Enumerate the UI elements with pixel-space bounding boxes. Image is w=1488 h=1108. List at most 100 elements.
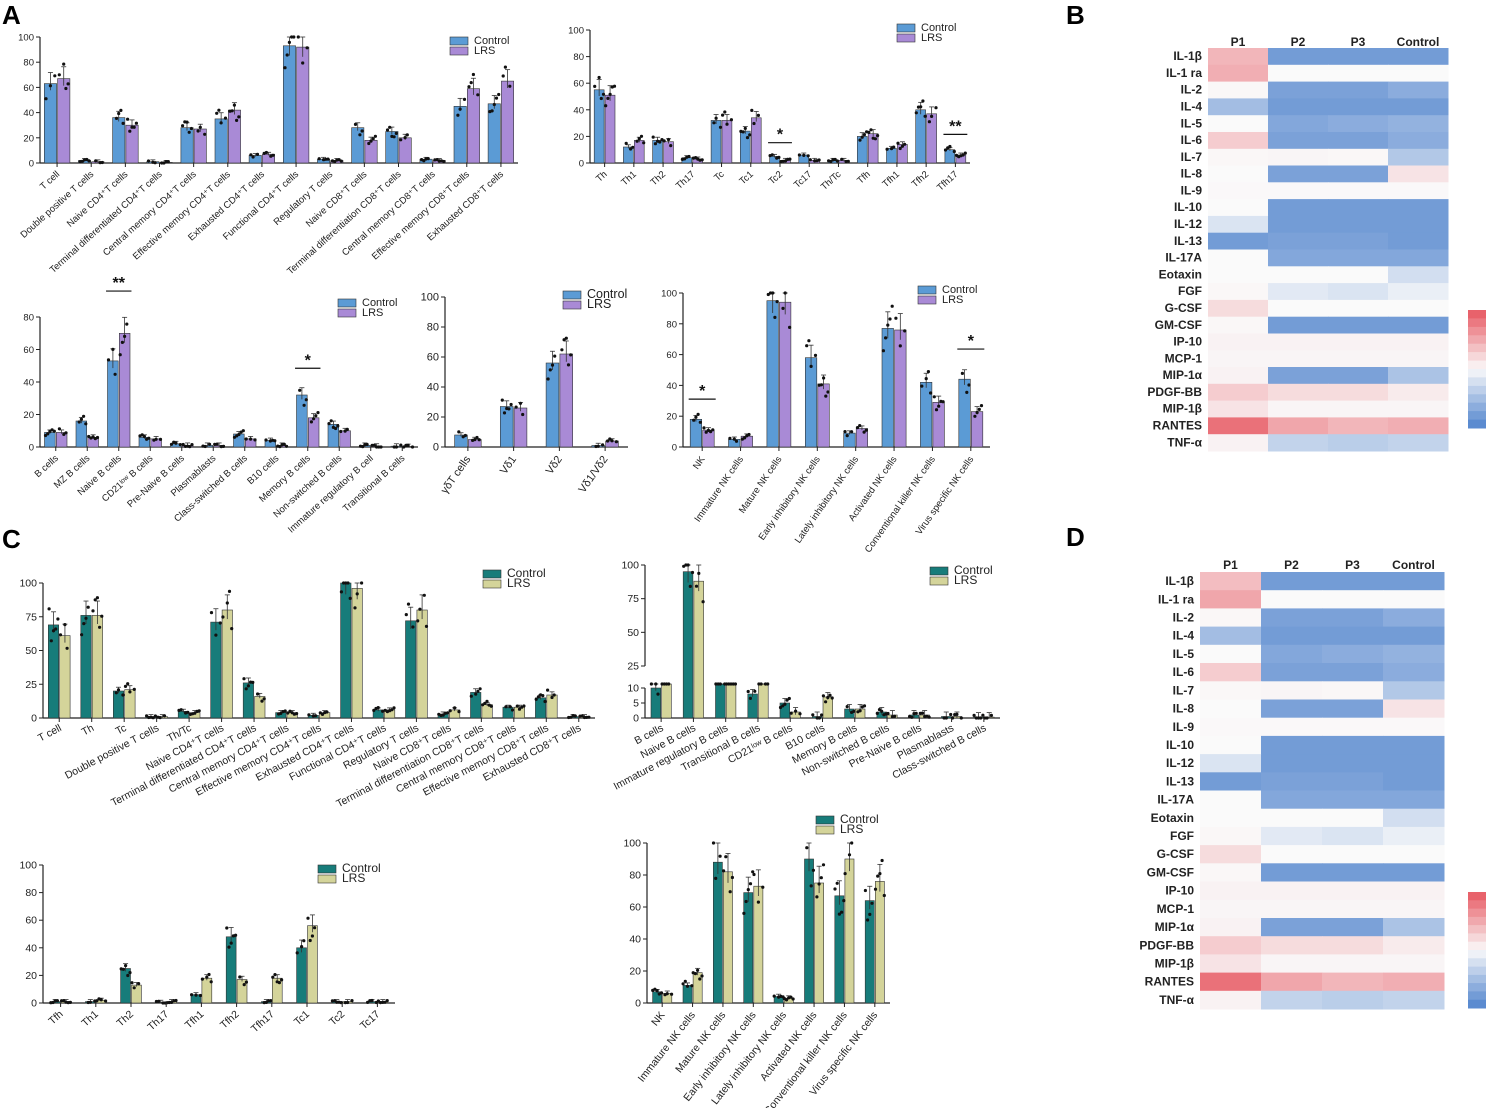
heatmap-legend-step	[1468, 941, 1486, 951]
legend-swatch-lrs	[917, 295, 937, 305]
heatmap-cell	[1322, 826, 1384, 846]
data-point	[114, 691, 118, 695]
data-point	[121, 121, 125, 125]
legend-swatch-control	[896, 23, 916, 33]
data-point	[821, 863, 826, 867]
data-point	[208, 442, 212, 446]
data-point	[806, 154, 810, 158]
legend-label-control: Control	[954, 563, 993, 577]
data-point	[262, 697, 266, 701]
data-point	[379, 1001, 383, 1005]
data-point	[244, 437, 248, 441]
heatmap-cell	[1383, 626, 1445, 646]
heatmap-row-label: IL-7	[1173, 683, 1195, 697]
data-point	[663, 993, 667, 997]
data-point	[601, 92, 606, 96]
data-point	[781, 704, 785, 708]
data-point	[536, 695, 541, 699]
data-point	[880, 709, 884, 713]
bar-control	[743, 892, 754, 1004]
data-point	[944, 716, 948, 720]
data-point	[304, 398, 308, 402]
heatmap-cell	[1268, 132, 1329, 150]
data-point	[385, 999, 389, 1003]
y-tick-label: 20	[427, 412, 439, 424]
data-point	[824, 394, 828, 398]
heatmap-cell	[1388, 215, 1449, 234]
data-point	[404, 443, 408, 448]
data-point	[786, 157, 790, 161]
y-tick-label: 40	[573, 105, 584, 116]
data-point	[307, 713, 311, 717]
data-point	[262, 151, 266, 155]
data-point	[725, 122, 729, 126]
data-point	[903, 142, 907, 146]
data-point	[656, 692, 660, 696]
bar-control	[47, 624, 59, 719]
data-point	[292, 712, 296, 716]
data-point	[953, 713, 957, 717]
heatmap-row-label: IL-9	[1173, 720, 1195, 734]
data-point	[606, 439, 610, 443]
data-point	[478, 687, 482, 691]
heatmap-cell	[1200, 954, 1262, 974]
data-point	[985, 716, 989, 720]
legend-label-control: Control	[942, 284, 977, 296]
data-point	[424, 157, 428, 161]
data-point	[235, 118, 239, 122]
heatmap-row-label: IL-9	[1181, 183, 1203, 197]
data-point	[128, 129, 132, 133]
data-point	[366, 1000, 370, 1005]
data-point	[215, 111, 219, 115]
heatmap-row-label: TNF-α	[1159, 993, 1194, 1007]
data-point	[410, 445, 415, 449]
data-point	[766, 682, 770, 686]
heatmap-cell	[1261, 826, 1323, 846]
heatmap-cell	[1200, 754, 1262, 773]
heatmap-cell	[1261, 954, 1323, 974]
data-point	[670, 992, 674, 996]
heatmap-cell	[1388, 417, 1449, 435]
data-point	[196, 129, 200, 133]
data-point	[320, 712, 325, 717]
data-point	[358, 133, 362, 137]
heatmap-cell	[1261, 790, 1323, 810]
data-point	[316, 411, 320, 415]
heatmap-cell	[1388, 316, 1449, 334]
data-point	[712, 121, 716, 125]
data-point	[920, 384, 924, 388]
bar-lrs	[125, 124, 139, 164]
data-point	[517, 707, 522, 711]
axis-break	[639, 681, 1000, 687]
bar-control	[715, 683, 726, 719]
data-point	[339, 429, 343, 434]
y-tick-label: 25	[25, 679, 37, 691]
heatmap-cell	[1328, 165, 1389, 183]
bar-control	[499, 406, 514, 448]
data-point	[264, 438, 268, 442]
heatmap-cell	[1388, 350, 1449, 368]
bar-lrs	[750, 117, 762, 164]
legend-label-control: Control	[921, 22, 956, 34]
data-point	[509, 402, 513, 407]
bar-control	[886, 148, 897, 164]
data-point	[280, 978, 284, 982]
data-point	[685, 984, 690, 988]
bar-control	[80, 615, 92, 719]
data-point	[569, 353, 573, 357]
bar-lrs	[702, 429, 715, 448]
data-point	[752, 872, 756, 877]
data-point	[863, 888, 868, 893]
data-point	[714, 682, 718, 686]
data-point	[132, 125, 136, 129]
data-point	[330, 159, 335, 163]
data-point	[949, 712, 953, 717]
significance-label: *	[968, 333, 975, 350]
data-point	[63, 623, 67, 627]
data-point	[826, 390, 830, 394]
data-point	[856, 710, 860, 714]
data-point	[817, 716, 822, 720]
data-point	[662, 139, 666, 143]
heatmap-cell	[1208, 316, 1269, 334]
